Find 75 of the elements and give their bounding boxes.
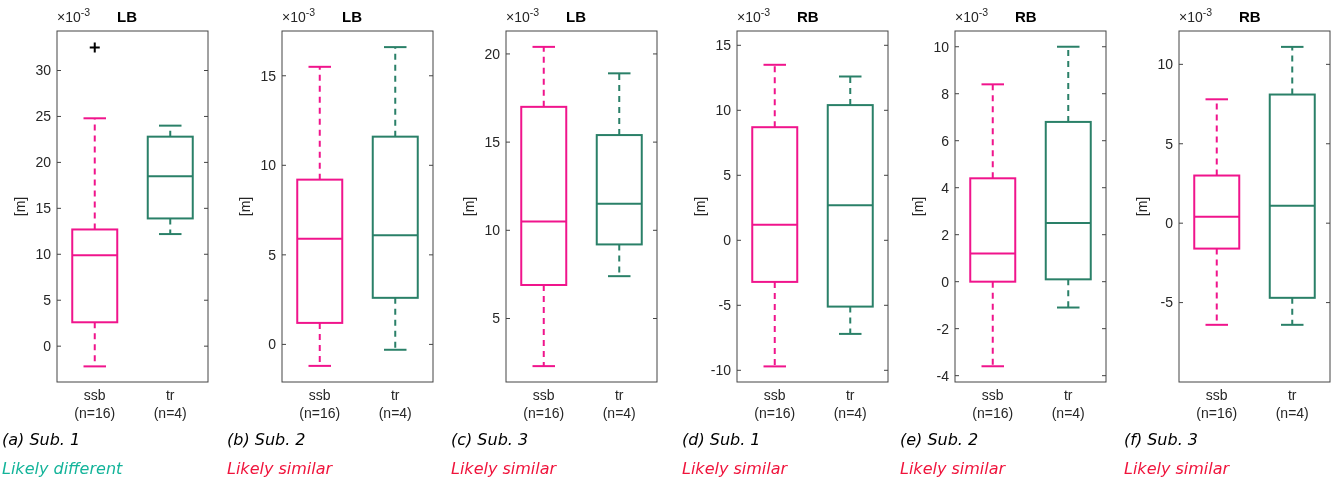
y-tick-label: 10 — [1157, 56, 1174, 73]
y-tick-label: 5 — [492, 310, 501, 327]
text: (d) Sub. 1 — [682, 430, 761, 449]
chart-title: RB — [1239, 8, 1261, 25]
text: (f) Sub. 3 — [1124, 430, 1199, 449]
text: ×10$^{-3}$ — [282, 6, 316, 25]
y-tick-label: 25 — [35, 108, 52, 125]
y-tick-label: 20 — [484, 45, 501, 62]
chart-title: LB — [117, 8, 138, 25]
x-tick-label: ssb (n=16) — [299, 387, 341, 421]
y-axis-title: [m] — [692, 196, 708, 217]
y-tick-label: 0 — [268, 336, 277, 353]
y-tick-label: 8 — [941, 85, 950, 102]
text: ×10$^{-3}$ — [57, 6, 91, 25]
y-tick-label: 5 — [43, 292, 52, 309]
y-tick-label: 6 — [941, 132, 950, 149]
x-tick-label: tr (n=4) — [153, 387, 187, 421]
text: ×10$^{-3}$ — [955, 6, 989, 25]
text: Likely similar — [1124, 459, 1231, 478]
x-tick-label: ssb (n=16) — [754, 387, 796, 421]
y-tick-label: -2 — [936, 320, 950, 337]
y-tick-label: -10 — [710, 362, 732, 379]
text: (b) Sub. 2 — [227, 430, 306, 449]
y-axis-title: [m] — [1134, 196, 1150, 217]
y-tick-label: 30 — [35, 62, 52, 79]
y-axis-title: [m] — [12, 196, 28, 217]
x-tick-label: ssb (n=16) — [523, 387, 565, 421]
x-tick-label: tr (n=4) — [833, 387, 867, 421]
y-tick-label: 10 — [484, 222, 501, 239]
text: (e) Sub. 2 — [900, 430, 979, 449]
x-tick-label: ssb (n=16) — [972, 387, 1014, 421]
y-tick-label: 15 — [260, 67, 277, 84]
x-tick-label: tr (n=4) — [602, 387, 636, 421]
y-tick-label: 0 — [941, 273, 950, 290]
y-tick-label: 5 — [268, 246, 277, 263]
text: Likely similar — [900, 459, 1007, 478]
text: (c) Sub. 3 — [451, 430, 529, 449]
y-tick-label: 0 — [1165, 215, 1174, 232]
chart-title: RB — [797, 8, 819, 25]
y-tick-label: -4 — [936, 367, 950, 384]
y-tick-label: 10 — [933, 38, 950, 55]
y-tick-label: 10 — [715, 102, 732, 119]
text: ×10$^{-3}$ — [1179, 6, 1213, 25]
x-tick-label: tr (n=4) — [1051, 387, 1085, 421]
x-tick-label: tr (n=4) — [378, 387, 412, 421]
text: ×10$^{-3}$ — [737, 6, 771, 25]
y-tick-label: 5 — [1165, 135, 1174, 152]
chart-title: LB — [342, 8, 363, 25]
y-axis-title: [m] — [910, 196, 926, 217]
y-axis-title: [m] — [237, 196, 253, 217]
y-axis-title: [m] — [461, 196, 477, 217]
text: (a) Sub. 1 — [2, 430, 81, 449]
x-tick-label: ssb (n=16) — [74, 387, 116, 421]
y-tick-label: 0 — [43, 338, 52, 355]
chart-title: RB — [1015, 8, 1037, 25]
y-tick-label: 15 — [35, 200, 52, 217]
text: Likely similar — [682, 459, 789, 478]
text: Likely similar — [451, 459, 558, 478]
text: Likely different — [2, 459, 124, 478]
chart-title: LB — [566, 8, 587, 25]
y-tick-label: 5 — [723, 167, 732, 184]
y-tick-label: 15 — [484, 134, 501, 151]
x-tick-label: tr (n=4) — [1275, 387, 1309, 421]
y-tick-label: -5 — [1160, 294, 1174, 311]
y-tick-label: 10 — [35, 246, 52, 263]
y-tick-label: 2 — [941, 226, 950, 243]
y-tick-label: 10 — [260, 157, 277, 174]
y-tick-label: 4 — [941, 179, 950, 196]
y-tick-label: 20 — [35, 154, 52, 171]
x-tick-label: ssb (n=16) — [1196, 387, 1238, 421]
y-tick-label: 0 — [723, 232, 732, 249]
text: Likely similar — [227, 459, 334, 478]
text: ×10$^{-3}$ — [506, 6, 540, 25]
y-tick-label: -5 — [718, 297, 732, 314]
y-tick-label: 15 — [715, 37, 732, 54]
